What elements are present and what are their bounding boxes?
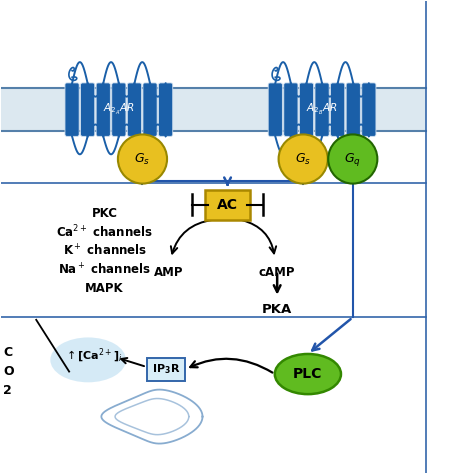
FancyBboxPatch shape [96,83,110,137]
Text: K$^+$ channels: K$^+$ channels [63,244,147,259]
FancyBboxPatch shape [143,83,157,137]
Text: MAPK: MAPK [85,283,124,295]
Text: Ca$^{2+}$ channels: Ca$^{2+}$ channels [56,224,153,241]
FancyBboxPatch shape [128,83,142,137]
FancyBboxPatch shape [300,83,314,137]
Text: PKC: PKC [91,207,118,220]
Circle shape [328,135,377,183]
FancyBboxPatch shape [346,83,360,137]
Text: $A_{2_B}AR$: $A_{2_B}AR$ [306,102,338,117]
Text: 2: 2 [3,384,12,397]
Text: PKA: PKA [262,303,292,316]
Text: $A_{2_A}AR$: $A_{2_A}AR$ [103,102,135,117]
Text: $\mathbf{IP_3R}$: $\mathbf{IP_3R}$ [152,363,180,376]
Text: $G_{q}$: $G_{q}$ [344,151,361,167]
Text: PLC: PLC [293,367,323,381]
Text: C: C [3,346,12,359]
FancyBboxPatch shape [284,83,298,137]
FancyBboxPatch shape [65,83,79,137]
FancyBboxPatch shape [147,357,185,381]
FancyBboxPatch shape [330,83,345,137]
Text: cAMP: cAMP [259,266,295,279]
FancyBboxPatch shape [268,83,283,137]
FancyBboxPatch shape [158,83,173,137]
Ellipse shape [275,354,341,394]
Bar [0,88,426,131]
Text: $G_{s}$: $G_{s}$ [295,152,311,166]
FancyBboxPatch shape [205,190,250,220]
Circle shape [279,135,328,183]
FancyBboxPatch shape [81,83,95,137]
Text: $G_{s}$: $G_{s}$ [135,152,151,166]
Ellipse shape [50,337,126,383]
FancyBboxPatch shape [362,83,376,137]
FancyBboxPatch shape [315,83,329,137]
Text: Na$^+$ channels: Na$^+$ channels [58,263,151,278]
Text: O: O [3,365,14,378]
Text: $\uparrow$[Ca$^{2+}$]$_i$: $\uparrow$[Ca$^{2+}$]$_i$ [64,347,122,365]
Text: AMP: AMP [154,266,183,279]
Circle shape [118,135,167,183]
Text: AC: AC [217,198,238,212]
FancyBboxPatch shape [112,83,126,137]
